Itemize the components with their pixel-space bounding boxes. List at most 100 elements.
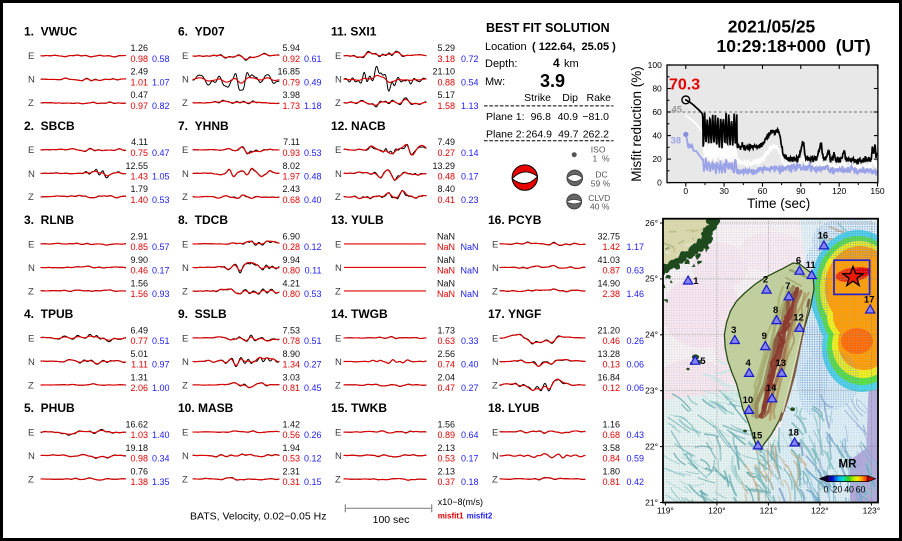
svg-text:0.68: 0.68 xyxy=(602,430,620,440)
svg-text:49.7: 49.7 xyxy=(558,129,579,141)
svg-text:0.68: 0.68 xyxy=(282,195,300,205)
svg-text:E: E xyxy=(335,239,341,250)
svg-text:0.87: 0.87 xyxy=(602,265,620,275)
svg-text:18: 18 xyxy=(788,427,799,438)
svg-text:Z: Z xyxy=(28,380,34,391)
svg-text:1.40: 1.40 xyxy=(130,195,148,205)
svg-text:0.75: 0.75 xyxy=(130,148,148,158)
svg-text:38: 38 xyxy=(671,136,682,147)
svg-text:70.3: 70.3 xyxy=(669,77,700,94)
svg-text:0.89: 0.89 xyxy=(437,430,455,440)
svg-text:1: 1 xyxy=(693,276,699,287)
svg-text:0.26: 0.26 xyxy=(304,430,322,440)
svg-text:NaN: NaN xyxy=(460,242,478,252)
svg-text:NaN: NaN xyxy=(437,255,455,265)
svg-text:1.80: 1.80 xyxy=(602,466,620,476)
svg-text:1.26: 1.26 xyxy=(130,43,148,53)
svg-text:6: 6 xyxy=(796,256,801,267)
svg-text:Z: Z xyxy=(182,98,188,109)
svg-text:E: E xyxy=(335,51,341,62)
svg-text:60: 60 xyxy=(652,107,662,117)
svg-text:0.79: 0.79 xyxy=(282,77,300,87)
svg-text:0.31: 0.31 xyxy=(282,477,300,487)
svg-text:0.92: 0.92 xyxy=(282,54,300,64)
svg-text:E: E xyxy=(28,427,34,438)
svg-text:0.06: 0.06 xyxy=(626,359,644,369)
svg-text:7. YHNB: 7. YHNB xyxy=(178,119,229,133)
svg-text:20: 20 xyxy=(652,154,662,164)
svg-text:NaN: NaN xyxy=(437,289,455,299)
svg-text:1.11: 1.11 xyxy=(131,359,148,369)
svg-text:Z: Z xyxy=(335,98,341,109)
svg-text:14.90: 14.90 xyxy=(597,278,620,288)
svg-text:Time (sec): Time (sec) xyxy=(747,196,810,211)
svg-text:9.90: 9.90 xyxy=(130,255,148,265)
svg-text:4.11: 4.11 xyxy=(131,137,148,147)
svg-text:DC: DC xyxy=(595,170,607,180)
svg-text:119°: 119° xyxy=(657,506,674,516)
svg-text:13.29: 13.29 xyxy=(432,161,455,171)
svg-text:0.78: 0.78 xyxy=(282,336,300,346)
svg-text:7.49: 7.49 xyxy=(437,137,455,147)
svg-text:15: 15 xyxy=(752,430,763,441)
svg-text:1.13: 1.13 xyxy=(461,101,479,111)
svg-text:96.8: 96.8 xyxy=(531,111,552,123)
svg-text:0.48: 0.48 xyxy=(304,171,322,181)
svg-text:0: 0 xyxy=(683,186,688,196)
svg-text:2.31: 2.31 xyxy=(282,466,300,476)
svg-text:Depth:: Depth: xyxy=(485,58,517,70)
svg-text:2.49: 2.49 xyxy=(130,67,148,77)
svg-text:20: 20 xyxy=(833,485,843,495)
svg-text:1.94: 1.94 xyxy=(282,443,300,453)
svg-text:2: 2 xyxy=(763,275,768,286)
svg-text:0.14: 0.14 xyxy=(461,148,479,158)
svg-text:0.23: 0.23 xyxy=(461,195,479,205)
svg-text:0.80: 0.80 xyxy=(282,289,300,299)
svg-text:8.90: 8.90 xyxy=(282,349,300,359)
svg-text:Plane 2:: Plane 2: xyxy=(486,129,525,141)
svg-text:E: E xyxy=(335,427,341,438)
svg-text:1.34: 1.34 xyxy=(282,359,300,369)
svg-text:1.79: 1.79 xyxy=(130,184,148,194)
svg-text:12: 12 xyxy=(793,313,804,324)
svg-text:16.84: 16.84 xyxy=(597,372,620,382)
svg-text:0.40: 0.40 xyxy=(461,359,479,369)
svg-text:N: N xyxy=(182,75,189,86)
svg-text:0.33: 0.33 xyxy=(461,336,479,346)
svg-text:0.27: 0.27 xyxy=(461,383,479,393)
svg-text:120: 120 xyxy=(832,186,846,196)
svg-text:0.18: 0.18 xyxy=(461,477,479,487)
svg-text:0.93: 0.93 xyxy=(282,148,300,158)
svg-text:16: 16 xyxy=(818,230,829,241)
svg-text:N: N xyxy=(182,451,189,462)
svg-text:13: 13 xyxy=(776,358,787,369)
svg-text:1.46: 1.46 xyxy=(626,289,644,299)
svg-text:0.74: 0.74 xyxy=(437,359,455,369)
svg-text:4: 4 xyxy=(745,358,751,369)
svg-text:121°: 121° xyxy=(760,506,778,516)
svg-text:E: E xyxy=(492,427,498,438)
svg-text:16. PCYB: 16. PCYB xyxy=(488,213,542,227)
svg-text:2.06: 2.06 xyxy=(130,383,148,393)
svg-text:1.56: 1.56 xyxy=(130,278,148,288)
svg-text:2.56: 2.56 xyxy=(437,349,455,359)
svg-text:0.42: 0.42 xyxy=(626,477,644,487)
svg-text:8.02: 8.02 xyxy=(282,161,300,171)
svg-text:N: N xyxy=(335,357,342,368)
svg-text:E: E xyxy=(28,145,34,156)
svg-text:0.84: 0.84 xyxy=(602,454,620,464)
svg-text:0.63: 0.63 xyxy=(626,265,644,275)
svg-text:8.40: 8.40 xyxy=(437,184,455,194)
svg-text:3.9: 3.9 xyxy=(540,71,565,91)
svg-text:0.13: 0.13 xyxy=(602,359,620,369)
svg-text:0.98: 0.98 xyxy=(130,454,148,464)
svg-text:13.28: 13.28 xyxy=(597,349,620,359)
svg-text:3.18: 3.18 xyxy=(437,54,455,64)
svg-text:0.28: 0.28 xyxy=(282,242,300,252)
svg-text:1.42: 1.42 xyxy=(282,419,300,429)
svg-text:Z: Z xyxy=(492,286,498,297)
svg-text:E: E xyxy=(28,51,34,62)
svg-text:264.9: 264.9 xyxy=(526,129,552,141)
svg-text:Z: Z xyxy=(182,192,188,203)
svg-text:0.45: 0.45 xyxy=(304,383,322,393)
